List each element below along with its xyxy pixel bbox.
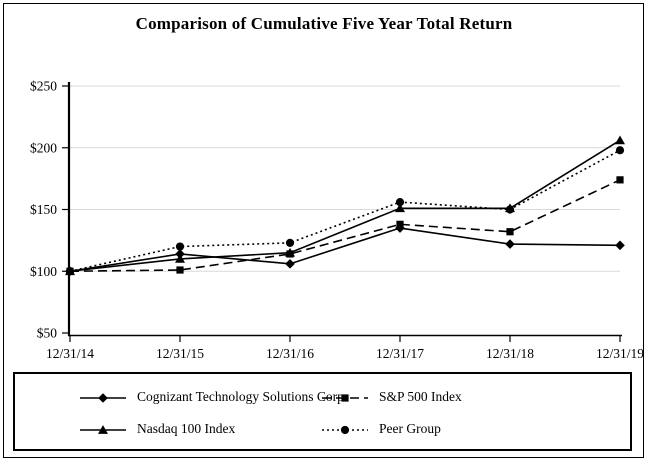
y-tick-label: $150 (30, 202, 57, 217)
marker-circle (395, 197, 405, 207)
series-line-nasdaq-100-index (69, 139, 621, 273)
legend-label-cognizant: Cognizant Technology Solutions Corp (137, 389, 344, 404)
marker-square (341, 394, 349, 402)
marker-circle (175, 242, 185, 251)
marker-diamond (505, 239, 515, 249)
x-tick-label: 12/31/17 (376, 346, 424, 361)
marker-square (506, 228, 514, 236)
marker-diamond (615, 240, 625, 251)
cognizant-diamond-line-icon (80, 391, 126, 403)
series-line-peer-group (69, 149, 621, 273)
x-tick-label: 12/31/16 (266, 346, 314, 361)
sp500-square-dashed-line-icon (322, 391, 368, 403)
nasdaq-triangle-line-icon (80, 423, 126, 435)
page-border (3, 3, 644, 458)
marker-diamond (285, 259, 295, 269)
y-tick-label: $50 (37, 326, 58, 341)
marker-circle (505, 205, 515, 214)
legend-item-nasdaq100: Nasdaq 100 Index (80, 420, 235, 438)
legend-label-sp500: S&P 500 Index (379, 389, 462, 404)
marker-square (396, 220, 404, 228)
x-tick-label: 12/31/15 (156, 346, 204, 361)
series-peer-group (65, 146, 625, 276)
marker-circle (285, 238, 295, 247)
legend-label-nasdaq100: Nasdaq 100 Index (137, 421, 236, 436)
y-tick-label: $250 (30, 79, 57, 94)
series-s-p-500-index (66, 176, 624, 275)
legend-label-peer-group: Peer Group (379, 421, 441, 436)
y-tick-label: $200 (30, 140, 57, 155)
chart-title: Comparison of Cumulative Five Year Total… (135, 14, 513, 33)
peer-group-circle-dotted-line-icon (322, 423, 368, 435)
legend-item-cognizant: Cognizant Technology Solutions Corp (80, 388, 344, 406)
marker-circle (340, 425, 350, 435)
marker-triangle (98, 425, 108, 434)
series-line-cognizant-technology-solutions-corp (69, 227, 621, 273)
legend-item-sp500: S&P 500 Index (322, 388, 462, 406)
y-tick-label: $100 (30, 264, 57, 279)
marker-diamond (98, 393, 108, 403)
marker-square (286, 250, 294, 258)
marker-square (176, 266, 184, 274)
marker-diamond (175, 249, 185, 259)
legend-item-peer-group: Peer Group (322, 420, 441, 438)
series-line-s-p-500-index (69, 179, 621, 273)
legend-box: Cognizant Technology Solutions Corp S&P … (13, 372, 632, 451)
x-tick-label: 12/31/18 (486, 346, 534, 361)
marker-triangle (615, 135, 625, 145)
marker-triangle (395, 203, 405, 213)
x-tick-label: 12/31/14 (46, 346, 94, 361)
marker-square (66, 267, 74, 275)
marker-circle (615, 146, 625, 155)
marker-square (616, 176, 624, 184)
x-tick-label: 12/31/19 (596, 346, 644, 361)
